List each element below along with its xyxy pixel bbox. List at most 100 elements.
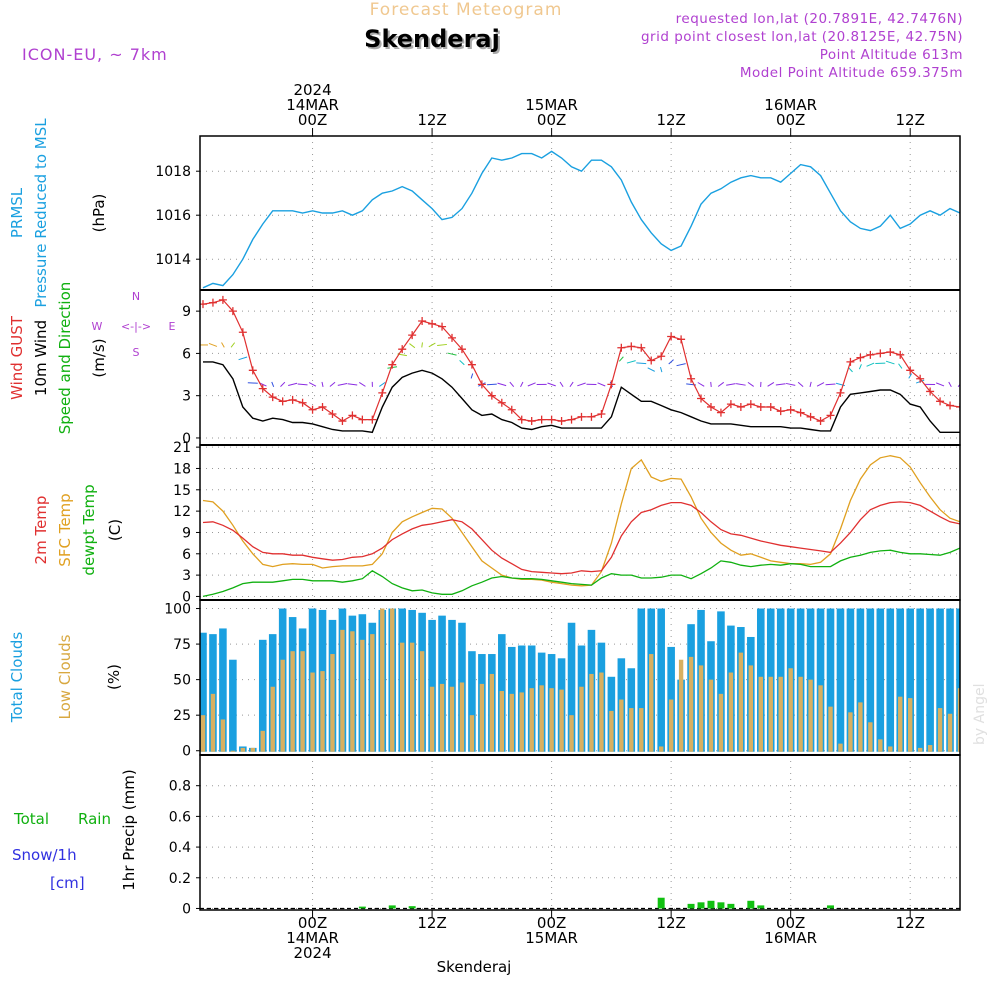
low-cloud-bar (350, 631, 355, 752)
wind-gust-marker (796, 408, 805, 417)
wind-gust-marker (836, 388, 845, 397)
svg-text:W: W (92, 320, 103, 333)
y-tick-label: 0.2 (169, 871, 191, 887)
y-tick-label: 50 (173, 673, 191, 689)
y-tick-label: 0 (182, 431, 191, 447)
wind-gust-marker (886, 348, 895, 356)
wind-direction-arrow (409, 343, 416, 349)
point-altitude: Point Altitude 613m (820, 47, 963, 63)
low-cloud-bar (858, 702, 863, 752)
low-cloud-bar (658, 746, 664, 752)
total-cloud-bar (229, 659, 237, 752)
wind-gust-marker (786, 405, 795, 414)
low-cloud-bar (360, 639, 365, 752)
wind-gust-marker (238, 328, 247, 337)
pressure-axis-label: PRMSL (8, 187, 26, 238)
wind-gust-marker (627, 342, 636, 351)
low-cloud-bar (220, 719, 226, 752)
wind-direction-arrow (308, 382, 317, 387)
panel-frame-precip (199, 754, 961, 911)
low-cloud-bar (539, 685, 544, 752)
wind-direction-arrow (569, 381, 574, 388)
wind-direction-arrow (230, 342, 236, 348)
location-title: Skenderaj (364, 25, 500, 53)
wind-direction-arrow (428, 342, 436, 348)
y-tick-label: 0.8 (169, 779, 191, 795)
svg-text:S: S (133, 346, 140, 359)
wind-direction-arrow (379, 381, 386, 387)
wind-gust-marker (557, 417, 566, 426)
low-cloud-bar (609, 710, 614, 752)
x-tick-label-top: 12Z (896, 111, 925, 129)
wind-direction-arrow (626, 360, 636, 364)
y-tick-label: 9 (182, 525, 191, 541)
low-cloud-bar (479, 683, 485, 752)
y-tick-label: 3 (182, 389, 191, 405)
x-tick-label-top: 12Z (417, 111, 446, 129)
wind-gust-marker (687, 374, 696, 383)
low-cloud-bar (270, 686, 275, 752)
wind-direction-arrow (509, 381, 515, 388)
low-cloud-bar (808, 679, 813, 752)
y-tick-label: 0.4 (169, 840, 191, 856)
rain-bar (707, 900, 715, 909)
wind-direction-arrow (347, 383, 358, 386)
total-cloud-bar (448, 619, 456, 752)
wind-gust-marker (736, 402, 745, 411)
low-cloud-bar (748, 665, 754, 752)
meteogram-title: Forecast Meteogram (370, 0, 563, 20)
temp-axis-label: dewpt Temp (80, 484, 98, 575)
total-cloud-bar (956, 608, 960, 752)
wind-direction-arrow (359, 382, 366, 387)
rain-bar (408, 906, 416, 909)
wind-gust-marker (647, 356, 656, 365)
wind-gust-marker (497, 398, 506, 407)
low-cloud-bar (848, 712, 853, 752)
wind-gust-marker (448, 333, 457, 342)
wind-direction-arrow (858, 364, 862, 370)
wind-direction-arrow (957, 383, 960, 388)
low-cloud-bar (728, 672, 734, 752)
wind-gust-marker (318, 402, 327, 411)
wind-gust-marker (248, 366, 257, 375)
x-tick-label-top: 00Z (537, 111, 566, 129)
wind-direction-arrow (547, 382, 556, 387)
wind-gust-marker (328, 410, 337, 418)
wind-gust-marker (756, 402, 765, 411)
x-tick-label-bottom: 00Z (298, 914, 327, 932)
wind-gust-marker (697, 394, 706, 403)
x-tick-label-bottom: 00Z (537, 914, 566, 932)
precip-axis-label: 1hr Precip (mm) (120, 769, 138, 890)
low-cloud-bar (927, 745, 933, 752)
rain-bar (657, 897, 665, 909)
wind-direction-arrow (885, 360, 895, 365)
wind-direction-arrow (717, 381, 725, 387)
rain-bar (827, 905, 834, 909)
wind-gust-marker (826, 411, 835, 420)
credit-watermark: by Angel (972, 684, 988, 745)
wind-direction-arrow (797, 381, 804, 387)
low-cloud-bar (619, 699, 624, 752)
wind-direction-arrow (208, 342, 218, 347)
low-cloud-bar (908, 698, 913, 752)
wind-gust-marker (946, 401, 955, 410)
wind-gust-marker (418, 317, 427, 325)
wind-gust-marker (906, 366, 915, 375)
wind-direction-arrow (447, 352, 457, 356)
low-cloud-bar (230, 750, 236, 752)
wind-direction-arrow (238, 356, 248, 361)
low-cloud-bar (688, 656, 694, 752)
wind-gust-marker (657, 352, 666, 361)
wind-gust-marker (398, 345, 407, 354)
wind-gust-marker (348, 411, 357, 420)
x-tick-label-bottom: 12Z (896, 914, 925, 932)
low-cloud-bar (599, 672, 604, 752)
x-tick-label-bottom: 2024 (293, 944, 331, 962)
wind-gust-marker (268, 393, 277, 402)
low-cloud-bar (330, 654, 335, 752)
x-tick-label-bottom: 12Z (417, 914, 446, 932)
wind-gust-marker (716, 408, 725, 417)
wind-gust-marker (856, 353, 865, 362)
prmsl-line (202, 150, 960, 289)
wind-gust-marker (806, 412, 815, 421)
